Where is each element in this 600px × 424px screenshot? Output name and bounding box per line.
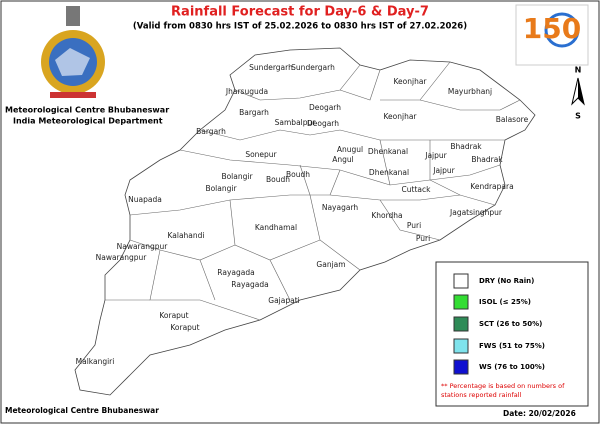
compass-arrow-fill: [578, 78, 584, 104]
odisha-map: [74, 47, 536, 396]
district-label: Gajapati: [268, 296, 299, 305]
district-label: Puri: [416, 234, 430, 243]
logo-number: 150: [523, 12, 581, 45]
district-label: Bolangir: [205, 184, 237, 193]
district-label: Nuapada: [128, 195, 162, 204]
district-label: Jajpur: [432, 166, 455, 175]
district-label: Jharsuguda: [225, 87, 268, 96]
district-label: Nayagarh: [322, 203, 359, 212]
dept-name: India Meteorological Department: [13, 117, 163, 126]
district-label: Cuttack: [402, 185, 432, 194]
district-label: Keonjhar: [383, 112, 417, 121]
district-label: Ganjam: [316, 260, 345, 269]
district-label: Kandhamal: [255, 223, 297, 232]
district-label: Rayagada: [217, 268, 254, 277]
district-label: Dhenkanal: [368, 147, 408, 156]
district-label: Bolangir: [221, 172, 253, 181]
compass-north: N: [575, 66, 582, 75]
district-label: Bhadrak: [471, 155, 503, 164]
district-label: Bhadrak: [450, 142, 482, 151]
legend-item: DRY (No Rain): [479, 277, 534, 285]
district-label: Sambalpur: [275, 118, 317, 127]
district-label: Nawarangpur: [117, 242, 169, 251]
legend-item: FWS (51 to 75%): [479, 342, 545, 350]
legend-note: stations reported rainfall: [441, 391, 522, 399]
district-label: Boudh: [266, 175, 290, 184]
district-label: Sundergarh: [249, 63, 293, 72]
district-label: Koraput: [170, 323, 199, 332]
district-label: Khordha: [371, 211, 402, 220]
footer-org: Meteorological Centre Bhubaneswar: [5, 406, 159, 415]
footer-date: Date: 20/02/2026: [503, 409, 576, 418]
district-label: Jagatsinghpur: [449, 208, 503, 217]
district-label: Kendrapara: [470, 182, 513, 191]
district-label: Deogarh: [307, 119, 339, 128]
district-label: Keonjhar: [393, 77, 427, 86]
district-label: Dhenkanal: [369, 168, 409, 177]
district-label: Bargarh: [239, 108, 269, 117]
title: Rainfall Forecast for Day-6 & Day-7: [171, 5, 429, 20]
district-label: Balasore: [496, 115, 529, 124]
district-label: Angul: [332, 155, 353, 164]
district-label: Deogarh: [309, 103, 341, 112]
district-label: Mayurbhanj: [448, 87, 492, 96]
district-label: Sundergarh: [291, 63, 335, 72]
district-label: Koraput: [159, 311, 188, 320]
legend: DRY (No Rain) ISOL (≤ 25%) SCT (26 to 50…: [435, 261, 589, 407]
compass-south: S: [575, 112, 581, 121]
district-label: Anugul: [337, 145, 363, 154]
district-label: Rayagada: [231, 280, 268, 289]
district-label: Jajpur: [424, 151, 447, 160]
district-label: Boudh: [286, 170, 310, 179]
anniversary-logo: 150: [515, 4, 589, 66]
district-label: Bargarh: [196, 127, 226, 136]
district-label: Puri: [407, 221, 421, 230]
legend-note: ** Percentage is based on numbers of: [441, 382, 565, 390]
district-label: Malkangiri: [76, 357, 115, 366]
district-label: Kalahandi: [167, 231, 204, 240]
subtitle: (Valid from 0830 hrs IST of 25.02.2026 t…: [133, 22, 467, 32]
district-label: Sonepur: [245, 150, 277, 159]
district-label: Nawarangpur: [96, 253, 148, 262]
legend-item: SCT (26 to 50%): [479, 320, 542, 328]
org-name: Meteorological Centre Bhubaneswar: [5, 106, 169, 115]
emblem: [41, 6, 105, 98]
legend-item: ISOL (≤ 25%): [479, 298, 531, 306]
legend-item: WS (76 to 100%): [479, 363, 545, 371]
